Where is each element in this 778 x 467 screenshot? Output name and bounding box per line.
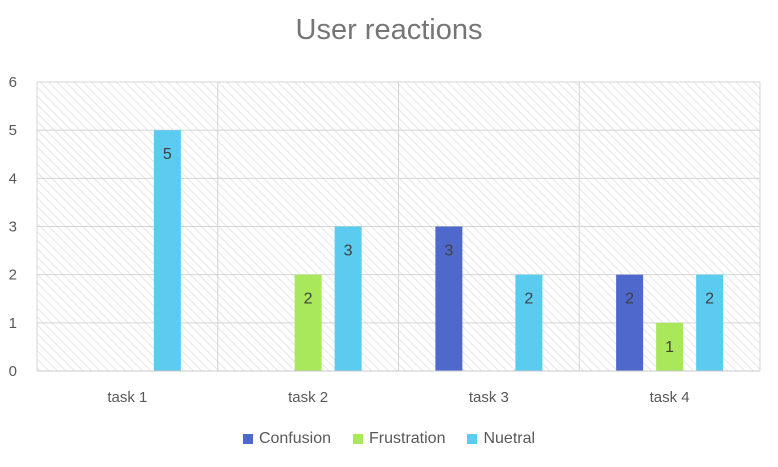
legend-swatch xyxy=(242,434,253,444)
legend-item: Frustration xyxy=(353,430,445,448)
axes: 0 1 2 3 4 5 6 task 1 task 2 task 3 task 4 xyxy=(9,74,760,406)
y-tick-label: 4 xyxy=(9,170,17,187)
data-label: 3 xyxy=(444,243,453,260)
data-label: 2 xyxy=(524,291,533,308)
y-tick-label: 0 xyxy=(9,363,17,380)
y-tick-label: 6 xyxy=(9,74,17,91)
bar-confusion-4 xyxy=(616,274,644,371)
legend-item: Nuetral xyxy=(467,430,535,448)
bar-nuetral-4 xyxy=(696,274,724,371)
x-tick-label: task 3 xyxy=(469,389,509,406)
bar-frustration-2 xyxy=(294,274,322,371)
bar-nuetral-2 xyxy=(334,226,362,371)
legend: Confusion Frustration Nuetral xyxy=(0,430,778,448)
bar-nuetral-3 xyxy=(515,274,543,371)
legend-label: Nuetral xyxy=(483,430,536,447)
data-label: 5 xyxy=(163,146,172,163)
legend-label: Confusion xyxy=(258,430,331,447)
y-tick-label: 2 xyxy=(9,267,17,284)
data-label: 2 xyxy=(304,291,313,308)
y-tick-label: 1 xyxy=(9,315,17,332)
x-tick-label: task 1 xyxy=(107,389,147,406)
legend-swatch xyxy=(353,434,363,444)
chart-title: User reactions xyxy=(295,14,483,46)
bars: 3 2 2 1 5 3 2 2 xyxy=(153,130,724,371)
data-label: 2 xyxy=(705,291,714,308)
data-label: 2 xyxy=(625,291,634,308)
y-tick-label: 5 xyxy=(9,122,17,139)
legend-item: Confusion xyxy=(242,430,331,448)
legend-label: Frustration xyxy=(369,430,446,447)
legend-swatch xyxy=(467,434,478,444)
data-label: 1 xyxy=(665,339,674,356)
x-tick-label: task 4 xyxy=(650,389,690,406)
bar-frustration-4 xyxy=(656,322,684,371)
x-tick-label: task 2 xyxy=(288,389,328,406)
bar-confusion-3 xyxy=(435,226,463,371)
bar-nuetral-1 xyxy=(153,130,181,371)
y-tick-label: 3 xyxy=(9,219,17,236)
data-label: 3 xyxy=(344,243,353,260)
